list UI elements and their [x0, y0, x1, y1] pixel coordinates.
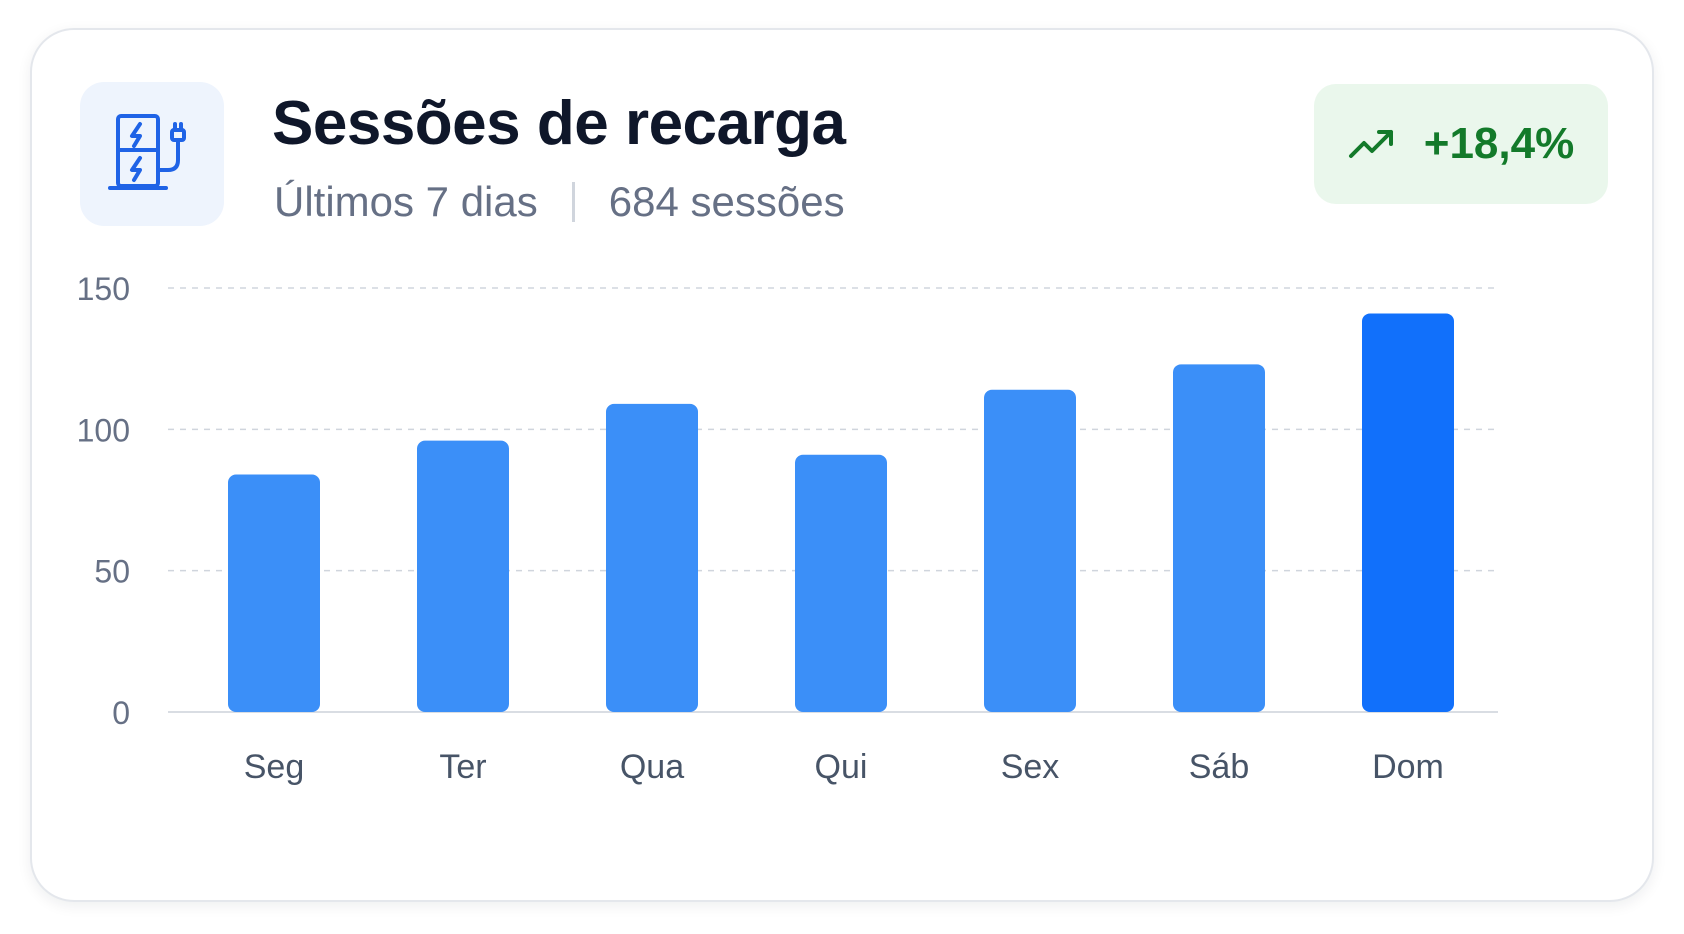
bar-ter: [417, 440, 509, 712]
x-tick-label: Sex: [1001, 748, 1060, 786]
y-tick-label: 100: [77, 412, 130, 448]
growth-badge: +18,4%: [1314, 84, 1608, 204]
growth-value: +18,4%: [1423, 119, 1575, 168]
bar-sex: [984, 389, 1076, 712]
bar-dom: [1362, 313, 1454, 712]
bar-qui: [795, 454, 887, 712]
trending-up-icon: [1348, 130, 1393, 158]
x-tick-label: Sáb: [1189, 748, 1250, 786]
y-tick-label: 50: [94, 554, 130, 590]
ev-charger-icon-box: [80, 82, 224, 226]
chart-card: Sessões de recarga Últimos 7 dias 684 se…: [30, 28, 1654, 902]
period-label: Últimos 7 dias: [274, 178, 538, 225]
bar-sáb: [1173, 364, 1265, 712]
sessions-count: 684 sessões: [608, 178, 845, 225]
chart-title: Sessões de recarga: [272, 89, 846, 158]
x-tick-label: Seg: [244, 748, 305, 786]
bar-seg: [228, 474, 320, 712]
x-tick-label: Ter: [439, 748, 486, 786]
x-tick-label: Qui: [815, 748, 868, 786]
y-tick-label: 0: [112, 695, 130, 731]
ev-charger-icon: [108, 114, 186, 190]
subtitle-divider: [571, 182, 575, 222]
bar-qua: [606, 403, 698, 712]
bar-chart: 0 50 100 150 Seg Ter Qua Qui Sex Sáb Dom: [77, 271, 1498, 786]
chart-subtitle: Últimos 7 dias 684 sessões: [274, 178, 845, 226]
x-tick-label: Dom: [1372, 748, 1444, 786]
x-tick-label: Qua: [620, 748, 684, 786]
y-tick-label: 150: [77, 271, 130, 307]
